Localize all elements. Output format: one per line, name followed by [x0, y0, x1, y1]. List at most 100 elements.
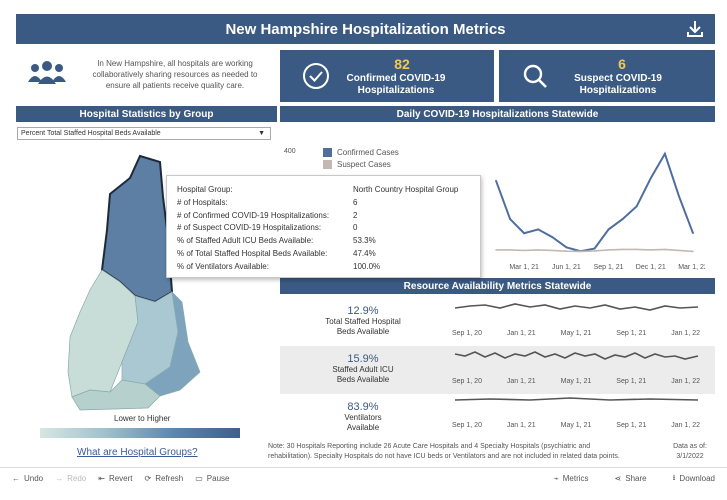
- metric-axis-tick: Jan 1, 21: [506, 330, 536, 337]
- metric-axis-tick: Jan 1, 22: [671, 378, 700, 385]
- metric-axis-1: Sep 1, 20 Jan 1, 21 May 1, 21 Sep 1, 21 …: [452, 330, 700, 337]
- share-button[interactable]: ⋖ Share: [615, 472, 647, 486]
- map-region-seacoast: [144, 291, 201, 397]
- metric-beds: 12.9% Total Staffed Hospital Beds Availa…: [288, 305, 438, 337]
- tooltip-key: % of Total Staffed Hospital Beds Availab…: [177, 248, 328, 258]
- footnote: Note: 30 Hospitals Reporting include 26 …: [268, 443, 620, 460]
- data-point[interactable]: [523, 249, 525, 252]
- dashboard-title-bar: New Hampshire Hospitalization Metrics: [16, 14, 715, 44]
- data-point[interactable]: [537, 228, 540, 231]
- data-point[interactable]: [565, 250, 568, 252]
- metric-axis-2: Sep 1, 20 Jan 1, 21 May 1, 21 Sep 1, 21 …: [452, 378, 700, 385]
- data-point[interactable]: [664, 248, 666, 251]
- metric-axis-tick: Sep 1, 20: [452, 330, 482, 337]
- share-label: Share: [625, 474, 647, 483]
- data-point[interactable]: [649, 177, 652, 179]
- map-legend-label: Lower to Higher: [114, 414, 171, 423]
- tooltip-value: 6: [353, 197, 358, 207]
- series-line-confirmed[interactable]: [495, 151, 694, 253]
- sparkline-beds: [454, 303, 699, 311]
- legend-swatch-confirmed: [323, 147, 332, 157]
- download-icon: ⭳: [672, 472, 676, 482]
- tooltip-value: 100.0%: [353, 261, 381, 271]
- data-point[interactable]: [621, 248, 624, 251]
- data-point[interactable]: [495, 249, 497, 251]
- data-as-of-label: Data as of:: [673, 443, 707, 450]
- data-point[interactable]: [607, 228, 610, 231]
- y-tick-label: 400: [284, 148, 296, 155]
- data-point[interactable]: [607, 249, 610, 251]
- download-button[interactable]: ⭳ Download: [673, 472, 715, 486]
- legend-item-suspect[interactable]: Suspect Cases: [323, 158, 399, 170]
- data-point[interactable]: [509, 218, 511, 220]
- data-point[interactable]: [678, 249, 680, 252]
- x-tick-label: Jun 1, 21: [552, 264, 581, 271]
- metric-axis-tick: May 1, 21: [560, 378, 592, 385]
- download-icon[interactable]: [685, 19, 705, 39]
- metrics-icon: ⌁: [553, 474, 559, 483]
- data-point[interactable]: [635, 248, 638, 251]
- x-tick-label: Sep 1, 21: [594, 264, 624, 271]
- metric-beds-label: Total Staffed Hospital Beds Available: [325, 317, 401, 336]
- tooltip-value: 53.3%: [353, 236, 376, 246]
- data-point[interactable]: [537, 249, 540, 251]
- resource-availability-header: Resource Availability Metrics Statewide: [280, 278, 715, 294]
- data-point[interactable]: [551, 236, 554, 238]
- data-point[interactable]: [621, 218, 624, 220]
- data-point[interactable]: [649, 249, 652, 251]
- legend-item-confirmed[interactable]: Confirmed Cases: [323, 146, 399, 158]
- data-point[interactable]: [678, 195, 680, 197]
- data-as-of-date: 3/1/2022: [676, 453, 704, 460]
- tooltip-key: # of Hospitals:: [177, 197, 228, 207]
- kpi-confirmed-card: 82 Confirmed COVID-19 Hospitalizations: [280, 50, 494, 102]
- pause-button[interactable]: ▭ Pause: [195, 474, 229, 483]
- chart-legend: Confirmed Cases Suspect Cases: [323, 146, 399, 170]
- tooltip-row: % of Ventilators Available: 100.0%: [177, 261, 470, 274]
- metric-axis-tick: Jan 1, 22: [671, 422, 700, 429]
- undo-button[interactable]: ← Undo: [12, 474, 43, 483]
- tooltip-value: 47.4%: [353, 248, 376, 258]
- nh-hospital-group-map[interactable]: [60, 152, 210, 412]
- tooltip-value: 2: [353, 210, 358, 220]
- data-point[interactable]: [593, 247, 596, 250]
- data-point[interactable]: [593, 250, 596, 252]
- metrics-button[interactable]: ⌁ Metrics: [554, 472, 589, 486]
- legend-swatch-suspect: [323, 159, 332, 169]
- metric-axis-tick: Jan 1, 21: [506, 422, 536, 429]
- metric-select[interactable]: Percent Total Staffed Hospital Beds Avai…: [17, 127, 271, 140]
- data-point[interactable]: [692, 232, 694, 235]
- data-point[interactable]: [495, 179, 497, 182]
- kpi-confirmed-label: Confirmed COVID-19 Hospitalizations: [346, 73, 446, 96]
- data-point[interactable]: [635, 205, 638, 208]
- data-point[interactable]: [579, 250, 582, 253]
- kpi-confirmed-value: 82: [394, 56, 410, 72]
- x-tick-label: Mar 1, 21: [509, 264, 539, 271]
- data-point[interactable]: [509, 249, 511, 251]
- data-point[interactable]: [565, 246, 568, 249]
- metric-axis-tick: Sep 1, 21: [616, 422, 647, 429]
- hospital-groups-link[interactable]: What are Hospital Groups?: [77, 447, 198, 458]
- kpi-suspect-label: Suspect COVID-19 Hospitalizations: [574, 73, 662, 96]
- resource-sparklines[interactable]: [450, 296, 710, 436]
- kpi-suspect-card: 6 Suspect COVID-19 Hospitalizations: [499, 50, 715, 102]
- refresh-label: Refresh: [155, 474, 184, 483]
- data-as-of: Data as of: 3/1/2022: [660, 442, 720, 462]
- daily-hospitalizations-chart[interactable]: Mar 1, 21 Jun 1, 21 Sep 1, 21 Dec 1, 21 Mar …: [480, 128, 705, 273]
- tooltip-key: Hospital Group:: [177, 185, 233, 194]
- metric-axis-tick: Jan 1, 21: [506, 378, 536, 385]
- data-point[interactable]: [692, 250, 694, 253]
- undo-label: Undo: [24, 474, 44, 483]
- metric-icu-label: Staffed Adult ICU Beds Available: [332, 365, 394, 384]
- data-point[interactable]: [523, 232, 525, 235]
- tooltip-value: 0: [353, 223, 358, 233]
- revert-button[interactable]: ⇤ Revert: [98, 474, 132, 483]
- metric-axis-tick: Jan 1, 22: [671, 330, 700, 337]
- tooltip-row: % of Total Staffed Hospital Beds Availab…: [177, 248, 470, 261]
- data-point[interactable]: [664, 152, 666, 155]
- refresh-icon: ⟳: [144, 474, 152, 483]
- tooltip-key: % of Staffed Adult ICU Beds Available:: [177, 236, 314, 246]
- data-point[interactable]: [551, 249, 554, 252]
- refresh-button[interactable]: ⟳ Refresh: [145, 474, 184, 483]
- redo-button[interactable]: → Redo: [55, 474, 86, 483]
- revert-label: Revert: [108, 474, 133, 483]
